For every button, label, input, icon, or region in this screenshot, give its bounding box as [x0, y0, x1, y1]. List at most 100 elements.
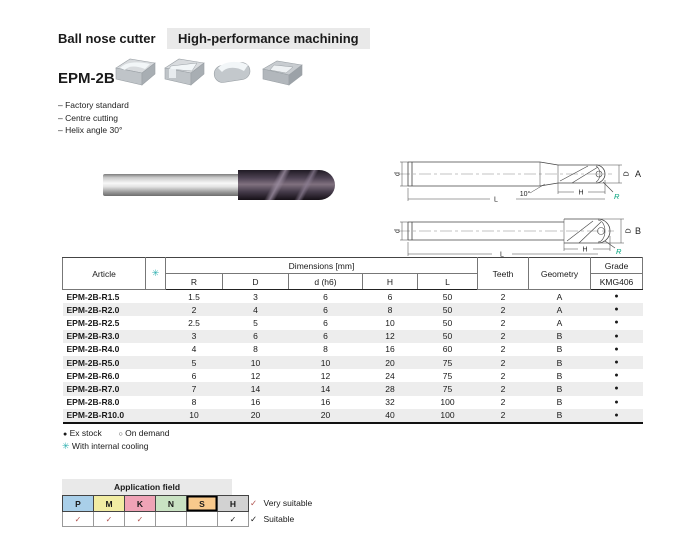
- radius-label: R: [616, 247, 622, 256]
- cooling-cell: [146, 290, 166, 304]
- article-cell: EPM-2B-R3.0: [66, 331, 120, 342]
- dh6-cell: 6: [323, 304, 328, 315]
- h-cell: 24: [385, 370, 395, 381]
- cooling-label: With internal cooling: [71, 441, 149, 451]
- r-cell: 1.5: [188, 291, 200, 302]
- page-subtitle: High-performance machining: [167, 28, 370, 49]
- r-cell: 4: [191, 344, 197, 355]
- stock-dot-cell: ●: [614, 385, 619, 393]
- spec-table: Article ✳ Dimensions [mm] Teeth Geometry…: [62, 257, 644, 424]
- r-cell: 2.5: [188, 317, 200, 328]
- on-demand-label: On demand: [125, 428, 170, 438]
- geometry-cell: B: [556, 344, 563, 355]
- dh6-cell: 12: [320, 370, 331, 381]
- l-cell: 75: [442, 370, 453, 381]
- feature-item: – Factory standard: [58, 100, 129, 110]
- h-cell: 40: [362, 408, 418, 424]
- col-header-d: D: [222, 273, 289, 290]
- radius-profile-icon: [115, 58, 156, 86]
- stock-footnote: ● Ex stock ○ On demand: [63, 428, 170, 438]
- r-cell: 7: [191, 383, 197, 394]
- application-check-cell: [155, 511, 187, 527]
- dim-h-label: H: [582, 247, 587, 254]
- group-header-dimensions: Dimensions [mm]: [164, 257, 479, 274]
- dh6-cell: 10: [320, 357, 331, 368]
- h-cell: 16: [385, 344, 395, 355]
- legend-item: ✓ Very suitable: [250, 496, 312, 512]
- article-cell: EPM-2B-R6.0: [66, 370, 120, 381]
- application-column-header: P: [62, 495, 94, 512]
- article-cell: EPM-2B-R2.0: [66, 304, 120, 315]
- variant-a-label: A: [635, 169, 641, 179]
- technical-drawing-b: d L H D R B: [395, 218, 641, 259]
- table-row: EPM-2B-R7.0 7 14 14 28 75 2 B ●: [62, 382, 643, 396]
- col-header-r: R: [165, 273, 223, 290]
- col-header-grade-kmg406: KMG406: [590, 273, 644, 290]
- flute-highlight: [262, 170, 292, 200]
- geometry-cell: B: [556, 383, 563, 394]
- teeth-cell: 2: [500, 317, 506, 328]
- pocket-profile-icon: [262, 60, 303, 86]
- radius-label: R: [614, 192, 620, 201]
- h-cell: 8: [387, 304, 393, 315]
- l-cell: 50: [442, 331, 453, 342]
- d-cell: 3: [253, 291, 258, 302]
- stock-dot-cell: ●: [614, 293, 619, 301]
- r-cell: 5: [191, 357, 197, 368]
- d-cell: 20: [222, 408, 289, 424]
- l-cell: 50: [442, 291, 453, 302]
- application-check-cell: [186, 511, 218, 527]
- dim-l-label: L: [494, 197, 498, 204]
- teeth-cell: 2: [500, 291, 506, 302]
- teeth-cell: 2: [477, 408, 529, 424]
- cooling-cell: [146, 316, 166, 329]
- flute-highlight: [292, 170, 320, 200]
- teeth-cell: 2: [500, 397, 506, 408]
- d-cell: 8: [253, 344, 258, 355]
- h-cell: 28: [385, 383, 395, 394]
- product-shape-icons: [112, 52, 305, 94]
- application-column-header: N: [155, 495, 187, 512]
- application-field-title: Application field: [62, 479, 232, 495]
- slot-profile-icon: [164, 58, 205, 86]
- dim-big-d-label: D: [624, 171, 631, 176]
- geometry-cell: B: [556, 370, 563, 381]
- d-cell: 4: [253, 304, 258, 315]
- cooling-cell: [146, 356, 166, 369]
- tool-shank: [103, 174, 240, 196]
- dim-h-label: H: [578, 190, 583, 197]
- ex-stock-dot-icon: ●: [63, 431, 68, 438]
- r-cell: 10: [165, 408, 223, 424]
- dh6-cell: 8: [323, 344, 328, 355]
- l-cell: 60: [442, 344, 453, 355]
- teeth-cell: 2: [500, 304, 506, 315]
- geometry-cell: A: [556, 304, 563, 315]
- r-cell: 6: [191, 370, 197, 381]
- technical-drawing-a: d L 10° H D R A: [395, 161, 641, 204]
- application-check-cell: ✓: [62, 511, 94, 527]
- cooling-asterisk-icon: ✳: [62, 441, 70, 451]
- tool-cutting-head: [238, 170, 335, 200]
- article-cell: EPM-2B-R7.0: [66, 383, 120, 394]
- cooling-cell: [146, 303, 166, 316]
- table-row: EPM-2B-R10.0 10 20 20 40 100 2 B ●: [62, 408, 643, 424]
- cooling-cell: [145, 408, 166, 424]
- article-cell: EPM-2B-R10.0: [62, 408, 146, 424]
- col-header-teeth: Teeth: [477, 257, 530, 290]
- dh6-cell: 6: [323, 331, 328, 342]
- application-check-cell: ✓: [124, 511, 156, 527]
- cooling-cell: [146, 369, 166, 382]
- col-header-article: Article: [62, 257, 146, 290]
- variant-b-label: B: [635, 226, 641, 236]
- article-cell: EPM-2B-R5.0: [66, 357, 120, 368]
- teeth-cell: 2: [500, 344, 506, 355]
- table-row: EPM-2B-R8.0 8 16 16 32 100 2 B ●: [63, 396, 643, 409]
- stock-dot-cell: ●: [614, 306, 619, 314]
- stock-dot-cell: ●: [614, 332, 619, 340]
- l-cell: 75: [442, 357, 453, 368]
- table-row: EPM-2B-R2.5 2.5 5 6 10 50 2 A ●: [63, 316, 643, 329]
- col-header-l: L: [416, 273, 479, 290]
- table-row: EPM-2B-R5.0 5 10 10 20 75 2 B ●: [62, 355, 643, 370]
- article-cell: EPM-2B-R4.0: [66, 344, 120, 355]
